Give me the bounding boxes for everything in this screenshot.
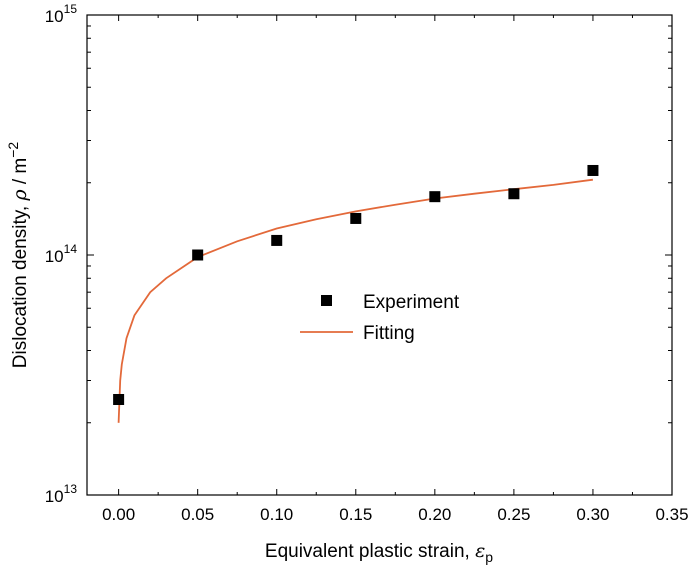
x-tick-label: 0.15 (339, 505, 372, 524)
x-axis-title: Equivalent plastic strain, εp (265, 540, 493, 565)
legend: Experiment Fitting (300, 292, 460, 344)
experiment-point (587, 164, 599, 176)
experiment-point (271, 234, 283, 246)
x-tick-label: 0.25 (497, 505, 530, 524)
legend-experiment-label: Experiment (363, 292, 460, 313)
y-tick-label: 1013 (45, 482, 78, 506)
y-axis-title: Dislocation density, ρ / m−2 (5, 142, 31, 369)
experiment-point (113, 393, 125, 405)
experiment-point (429, 191, 441, 203)
x-tick-label: 0.30 (576, 505, 609, 524)
x-tick-label: 0.00 (102, 505, 135, 524)
fitting-line (117, 178, 594, 423)
axis-tick-labels: 0.00 0.05 0.10 0.15 0.20 0.25 0.30 0.35 1013 1014… (45, 2, 689, 524)
series-layer (113, 164, 599, 423)
legend-experiment-marker (321, 295, 332, 306)
x-tick-label: 0.10 (260, 505, 293, 524)
x-tick-label: 0.35 (655, 505, 688, 524)
plot-frame (86, 14, 673, 496)
axis-ticks (87, 14, 673, 496)
experiment-point (192, 249, 204, 261)
experiment-point (508, 188, 520, 200)
x-tick-label: 0.05 (181, 505, 214, 524)
y-tick-label: 1015 (45, 2, 78, 26)
y-tick-label: 1014 (45, 242, 78, 266)
experiment-point (350, 212, 362, 224)
legend-fitting-label: Fitting (363, 323, 415, 344)
x-tick-label: 0.20 (418, 505, 451, 524)
